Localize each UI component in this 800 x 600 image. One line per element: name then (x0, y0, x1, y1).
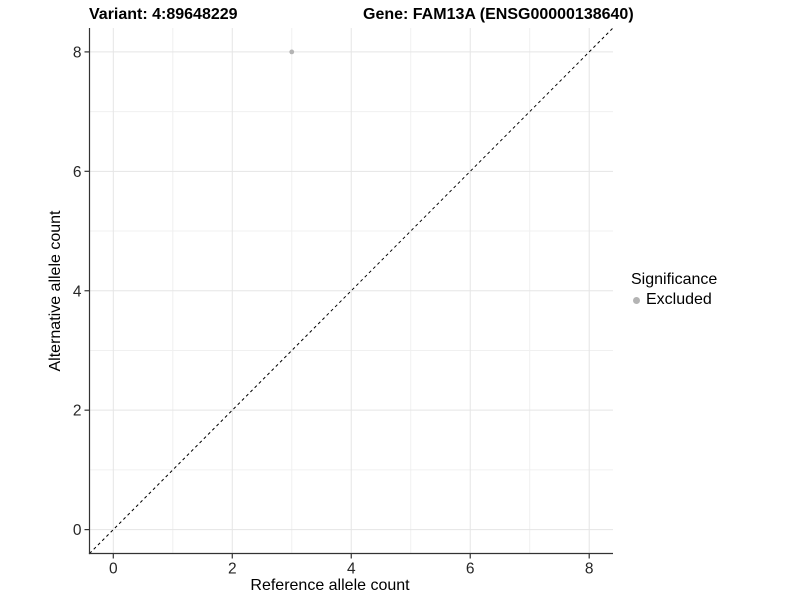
x-tick-label: 6 (466, 561, 475, 578)
data-point (289, 49, 295, 55)
y-tick-label: 4 (73, 283, 82, 300)
y-tick-label: 2 (73, 403, 82, 420)
y-tick-label: 8 (73, 44, 82, 61)
legend-key-dot-icon (633, 296, 640, 304)
y-axis-title: Alternative allele count (47, 210, 64, 372)
plot-title-variant: Variant: 4:89648229 (89, 6, 238, 23)
y-tick-label: 0 (73, 522, 82, 539)
x-axis-title: Reference allele count (250, 577, 410, 594)
plot-title-gene: Gene: FAM13A (ENSG00000138640) (363, 6, 634, 23)
x-tick-label: 8 (585, 561, 594, 578)
x-tick-label: 4 (347, 561, 356, 578)
x-tick-label: 0 (109, 561, 118, 578)
y-tick-label: 6 (73, 164, 82, 181)
legend-item-label: Excluded (646, 291, 712, 308)
x-tick-label: 2 (228, 561, 237, 578)
legend-item-excluded: Excluded (631, 291, 717, 309)
legend-title: Significance (631, 271, 718, 288)
legend: Significance Excluded (631, 271, 717, 309)
identity-reference-line (89, 27, 614, 554)
